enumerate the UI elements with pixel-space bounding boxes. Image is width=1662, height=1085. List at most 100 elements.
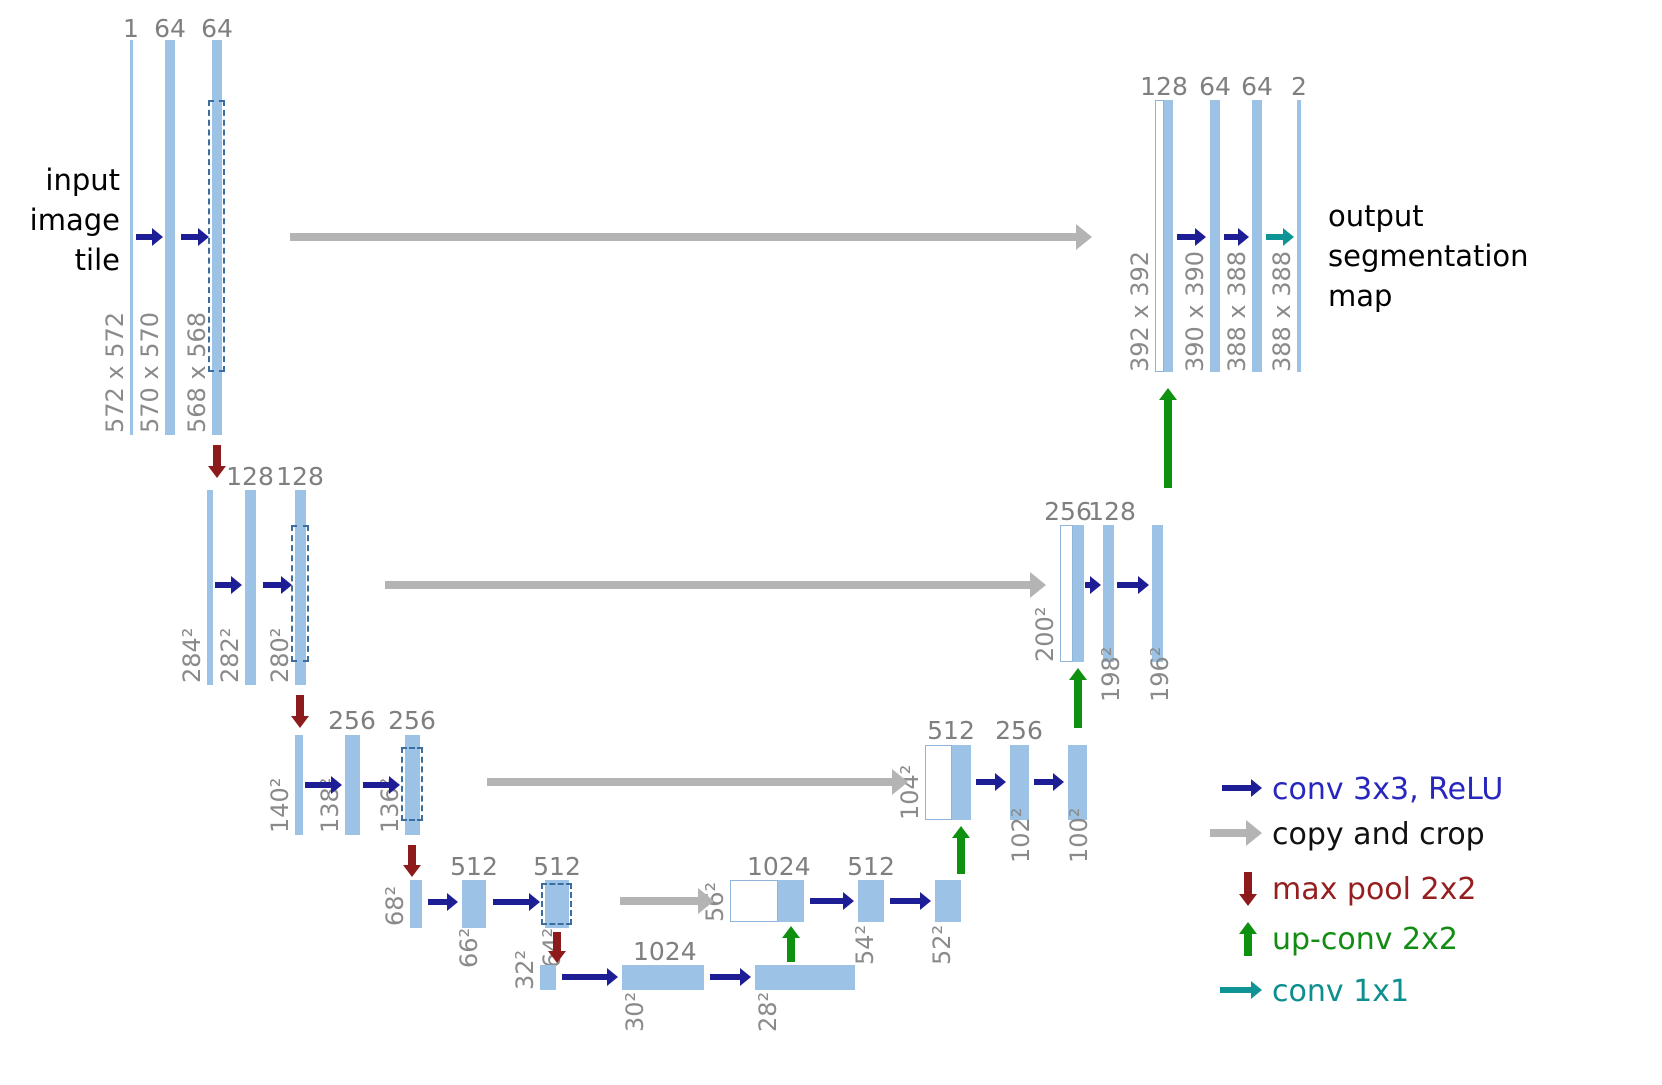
crop-region-outline (401, 747, 423, 821)
size-label: 100² (1065, 807, 1093, 863)
copied-feature-box (1155, 100, 1164, 372)
feature-map-bar (207, 490, 213, 685)
conv-arrow (136, 228, 163, 246)
feature-map-bar (1010, 745, 1029, 820)
channels-label: 512 (927, 716, 975, 745)
conv-arrow (562, 968, 618, 986)
channels-label: 512 (533, 852, 581, 881)
legend-conv1x1-arrow (1220, 981, 1262, 999)
size-label: 392 x 392 (1126, 250, 1154, 372)
size-label: 140² (266, 777, 294, 833)
copied-feature-box (730, 880, 778, 922)
size-label: 388 x 388 (1268, 250, 1296, 372)
legend-conv1x1-label: conv 1x1 (1272, 974, 1410, 1009)
size-label: 68² (381, 885, 409, 926)
size-label: 200² (1031, 606, 1059, 662)
output-map-bar (1297, 100, 1301, 372)
feature-map-bar (545, 880, 569, 928)
legend-upconv-label: up-conv 2x2 (1272, 922, 1458, 957)
channels-label: 128 (226, 462, 274, 491)
maxpool-arrow (548, 932, 566, 963)
feature-map-bar (405, 735, 420, 835)
crop-region-outline (541, 883, 572, 925)
size-label: 102² (1007, 807, 1035, 863)
size-label: 388 x 388 (1223, 250, 1251, 372)
feature-map-bar (952, 745, 971, 820)
channels-label: 256 (388, 706, 436, 735)
size-label: 52² (928, 924, 956, 965)
channels-label: 64 (201, 14, 233, 43)
copy-crop-arrow (620, 888, 714, 914)
conv-arrow (215, 576, 242, 594)
maxpool-arrow (403, 845, 421, 877)
feature-map-bar (462, 880, 486, 928)
channels-label: 2 (1291, 72, 1307, 101)
feature-map-bar (130, 40, 133, 435)
legend-upconv-arrow (1239, 922, 1257, 956)
feature-map-bar (1068, 745, 1087, 820)
channels-label: 256 (328, 706, 376, 735)
conv-arrow (1085, 576, 1101, 594)
channels-label: 1024 (747, 852, 811, 881)
legend-copy-label: copy and crop (1272, 817, 1485, 852)
size-label: 282² (216, 627, 244, 683)
size-label: 280² (266, 627, 294, 683)
conv-arrow (363, 776, 400, 794)
feature-map-bar (345, 735, 360, 835)
feature-map-bar (1073, 525, 1084, 662)
feature-map-bar (1103, 525, 1114, 662)
copied-feature-box (925, 745, 952, 820)
channels-label: 128 (1140, 72, 1188, 101)
feature-map-bar (1210, 100, 1220, 372)
feature-map-bar (755, 965, 855, 990)
conv1x1-arrow (1266, 228, 1294, 246)
channels-label: 1024 (633, 937, 697, 966)
size-label: 390 x 390 (1181, 250, 1209, 372)
conv-arrow (181, 228, 209, 246)
conv-arrow (428, 893, 458, 911)
conv-arrow (710, 968, 751, 986)
output-caption: output segmentation map (1328, 199, 1529, 313)
size-label: 196² (1146, 646, 1174, 702)
copy-crop-arrow (385, 572, 1046, 598)
feature-map-bar (622, 965, 704, 990)
feature-map-bar (1252, 100, 1262, 372)
size-label: 572 x 572 (101, 311, 129, 433)
conv-arrow (305, 776, 342, 794)
conv-arrow (1177, 228, 1206, 246)
legend-conv-arrow (1222, 779, 1262, 797)
upconv-arrow (1069, 668, 1087, 728)
channels-label: 64 (1241, 72, 1273, 101)
conv-arrow (263, 576, 292, 594)
conv-arrow (1117, 576, 1149, 594)
crop-region-outline (208, 100, 225, 372)
channels-label: 128 (1088, 497, 1136, 526)
size-label: 30² (621, 991, 649, 1032)
feature-map-bar (540, 965, 556, 990)
feature-map-bar (165, 40, 175, 435)
conv-arrow (890, 892, 931, 910)
upconv-arrow (952, 826, 970, 874)
feature-map-bar (295, 735, 303, 835)
channels-label: 256 (995, 716, 1043, 745)
conv-arrow (810, 892, 854, 910)
maxpool-arrow (208, 445, 226, 478)
size-label: 28² (754, 991, 782, 1032)
feature-map-bar (1152, 525, 1163, 662)
size-label: 198² (1097, 646, 1125, 702)
channels-label: 512 (450, 852, 498, 881)
copy-crop-arrow (487, 769, 908, 795)
channels-label: 128 (276, 462, 324, 491)
legend-copy-arrow (1210, 820, 1262, 846)
feature-map-bar (1164, 100, 1173, 372)
legend-conv-label: conv 3x3, ReLU (1272, 772, 1504, 807)
feature-map-bar (295, 490, 306, 685)
feature-map-bar (935, 880, 961, 922)
feature-map-bar (245, 490, 256, 685)
conv-arrow (1224, 228, 1249, 246)
conv-arrow (493, 893, 540, 911)
upconv-arrow (1159, 388, 1177, 488)
feature-map-bar (778, 880, 804, 922)
upconv-arrow (782, 926, 800, 962)
crop-region-outline (291, 525, 309, 662)
